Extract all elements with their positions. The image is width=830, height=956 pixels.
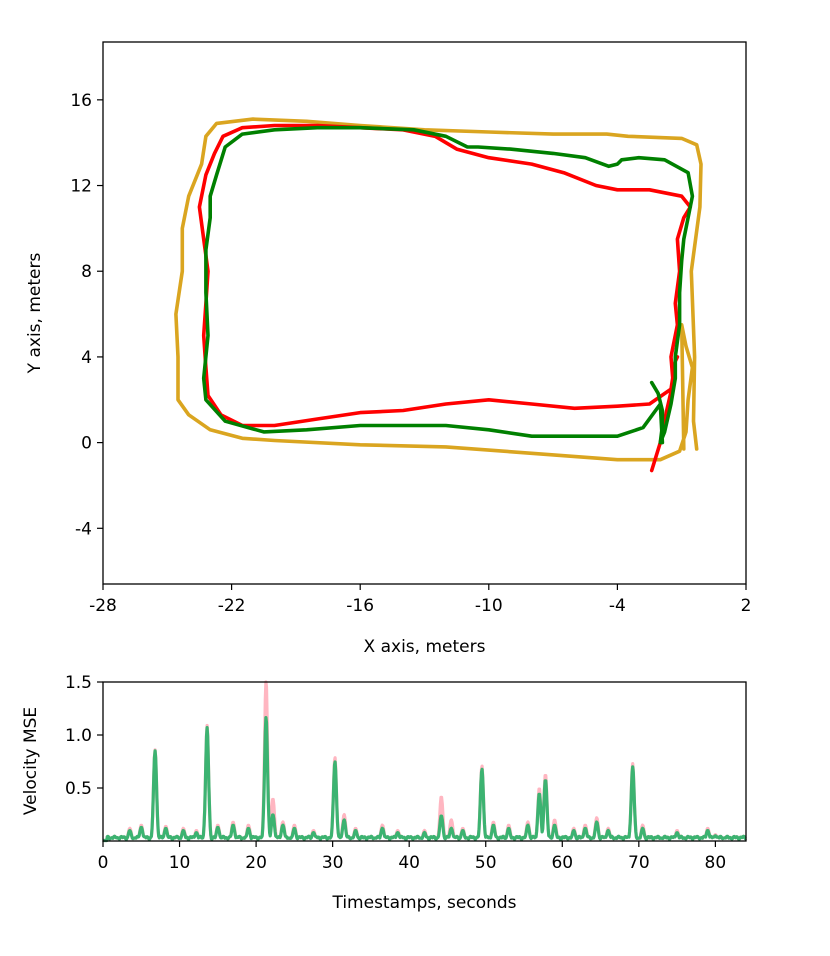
velocity-series-line [102, 680, 747, 843]
y-tick-label: 16 [70, 91, 92, 111]
x-tick-label: 0 [98, 853, 109, 873]
x-tick-label: 30 [322, 853, 344, 873]
x-tick-label: 70 [628, 853, 650, 873]
x-tick-label: 80 [705, 853, 727, 873]
x-tick-label: 50 [475, 853, 497, 873]
trajectory-lines [174, 117, 703, 473]
x-tick-label: 2 [741, 596, 752, 616]
y-tick-label: 0.5 [65, 779, 92, 799]
y-tick-label: -4 [75, 519, 92, 539]
y-tick-label: 8 [81, 262, 92, 282]
x-tick-label: -16 [346, 596, 374, 616]
velocity-y-ticks: 0.5 1.0 1.5 [65, 673, 103, 799]
y-tick-label: 1.0 [65, 726, 92, 746]
x-tick-label: 10 [169, 853, 191, 873]
trajectory-x-axis-label: X axis, meters [364, 637, 486, 657]
y-tick-label: 12 [70, 177, 92, 197]
velocity-series-line [102, 716, 747, 843]
x-tick-label: -22 [218, 596, 246, 616]
velocity-x-ticks: 0 10 20 30 40 50 60 70 80 [98, 841, 727, 873]
trajectory-plot: -28 -22 -16 -10 -4 2 -4 0 4 8 12 16 X axis, meters… [25, 41, 751, 657]
trajectory-y-ticks: -4 0 4 8 12 16 [70, 91, 103, 539]
velocity-y-axis-label: Velocity MSE [21, 707, 41, 815]
velocity-mse-plot: 0 10 20 30 40 50 60 70 80 0.5 1.0 1.5 Timestamps, … [21, 673, 747, 913]
trajectory-series-line [197, 123, 693, 473]
trajectory-series-line [201, 125, 695, 445]
x-tick-label: -4 [609, 596, 626, 616]
x-tick-label: 40 [398, 853, 420, 873]
trajectory-y-axis-label: Y axis, meters [25, 253, 45, 375]
x-tick-label: 20 [245, 853, 267, 873]
trajectory-plot-frame [102, 41, 747, 585]
y-tick-label: 0 [81, 434, 92, 454]
trajectory-x-ticks: -28 -22 -16 -10 -4 2 [89, 584, 751, 616]
velocity-plot-frame [102, 681, 747, 842]
y-tick-label: 1.5 [65, 673, 92, 693]
x-tick-label: -10 [475, 596, 503, 616]
x-tick-label: 60 [551, 853, 573, 873]
trajectory-series-line [174, 117, 703, 462]
velocity-x-axis-label: Timestamps, seconds [331, 893, 516, 913]
velocity-mse-lines [102, 680, 747, 843]
y-tick-label: 4 [81, 348, 92, 368]
x-tick-label: -28 [89, 596, 117, 616]
